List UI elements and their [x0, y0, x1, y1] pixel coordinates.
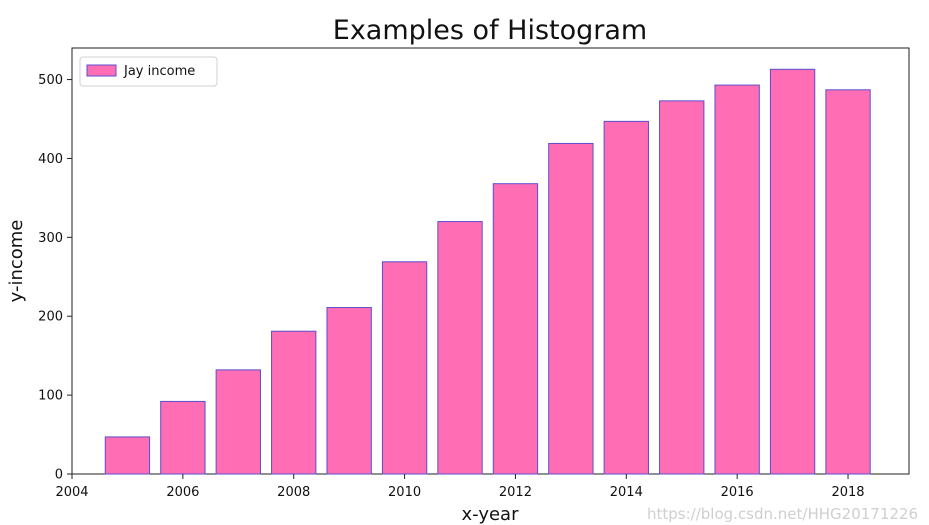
legend: Jay income	[79, 56, 218, 87]
x-axis-label: x-year	[462, 504, 520, 525]
bars	[104, 68, 871, 475]
bar-2013	[548, 142, 594, 475]
y-tick-label: 400	[38, 152, 63, 167]
bar-2005	[104, 436, 151, 475]
x-tick-label: 2004	[55, 485, 88, 500]
y-tick-label: 300	[38, 231, 63, 246]
plot-area	[71, 47, 910, 475]
bar-2014	[603, 120, 649, 475]
chart-title: Examples of Histogram	[333, 15, 647, 46]
bar-2008	[271, 330, 317, 475]
bar-2017	[769, 68, 816, 475]
legend-swatch	[86, 64, 117, 77]
bar-2012	[492, 183, 539, 475]
x-tick-label: 2010	[388, 485, 421, 500]
watermark: https://blog.csdn.net/HHG20171226	[647, 505, 918, 523]
bar-2007	[215, 369, 261, 475]
x-tick-label: 2012	[499, 485, 532, 500]
bar-2011	[437, 221, 483, 475]
legend-label: Jay income	[123, 64, 195, 79]
x-axis: 2004 2006 2008 2010 2012 2014 2016 2018	[55, 474, 865, 500]
x-tick-label: 2014	[610, 485, 643, 500]
y-tick-label: 100	[38, 389, 63, 404]
y-tick-label: 0	[55, 468, 63, 483]
bar-2006	[160, 400, 206, 475]
bar-2009	[326, 307, 372, 475]
legend-box	[79, 56, 218, 87]
bar-2018	[825, 89, 871, 475]
x-tick-label: 2016	[721, 485, 754, 500]
y-axis-label: y-income	[6, 220, 27, 303]
y-axis: 0 100 200 300 400 500	[38, 73, 72, 483]
y-tick-label: 200	[38, 310, 63, 325]
x-tick-label: 2008	[277, 485, 310, 500]
bar-2010	[381, 261, 428, 475]
x-tick-label: 2006	[166, 485, 199, 500]
bar-2016	[714, 84, 760, 475]
x-tick-label: 2018	[831, 485, 864, 500]
y-tick-label: 500	[38, 73, 63, 88]
bar-2015	[659, 100, 705, 475]
